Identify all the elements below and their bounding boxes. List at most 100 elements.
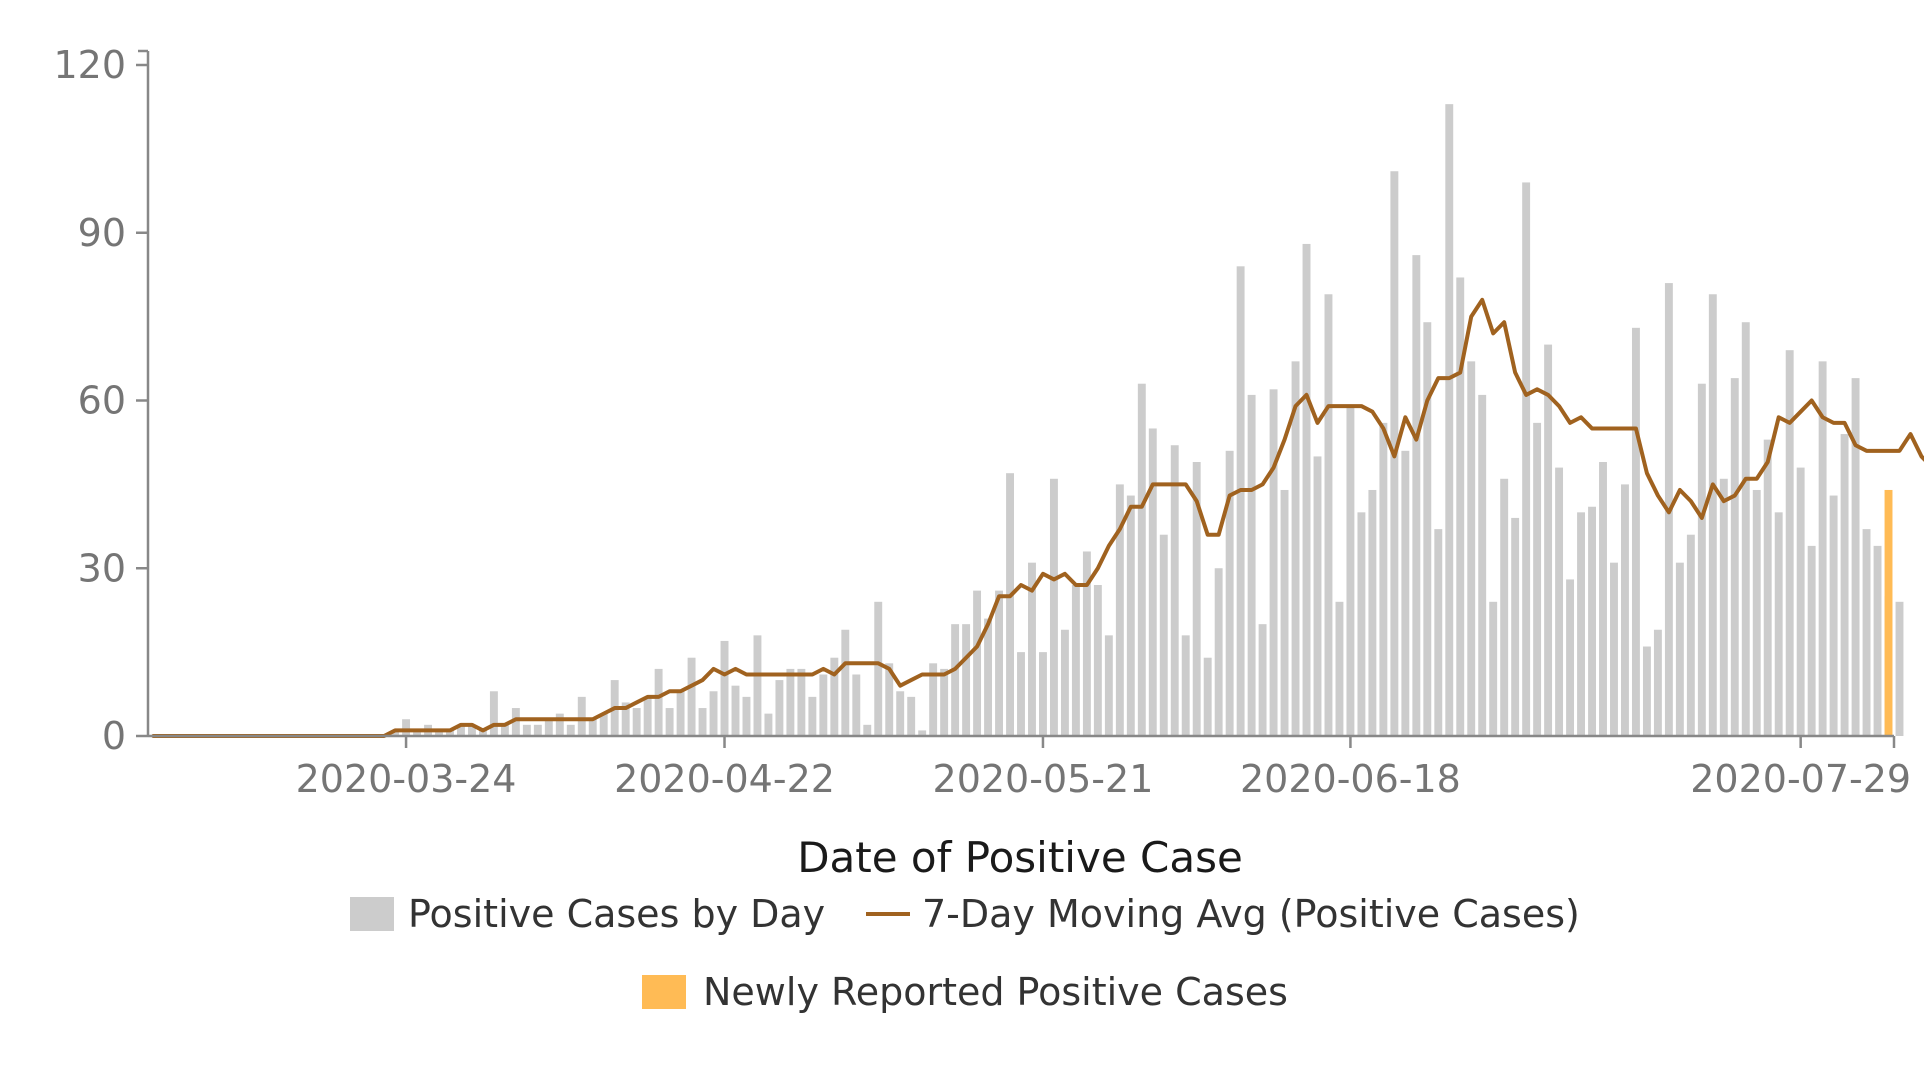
bar-daily-cases bbox=[577, 696, 586, 736]
y-tick-label: 0 bbox=[102, 714, 126, 758]
bar-daily-cases bbox=[918, 730, 927, 736]
bar-daily-cases bbox=[1028, 562, 1036, 736]
bar-daily-cases bbox=[413, 730, 421, 736]
bar-daily-cases bbox=[1170, 445, 1179, 736]
bar-daily-cases bbox=[1675, 562, 1684, 736]
bar-daily-cases bbox=[1346, 406, 1355, 736]
bar-daily-cases bbox=[1686, 534, 1695, 736]
bar-daily-cases bbox=[1137, 383, 1146, 736]
bar-daily-cases bbox=[522, 724, 531, 736]
bar-daily-cases bbox=[1093, 585, 1102, 736]
bar-daily-cases bbox=[1126, 495, 1135, 736]
bar-daily-cases bbox=[1401, 450, 1410, 736]
bar-daily-cases bbox=[830, 657, 839, 736]
y-tick-label: 60 bbox=[78, 379, 126, 423]
y-ticks: 0 30 60 90 120 bbox=[53, 43, 148, 758]
bar-daily-cases bbox=[687, 657, 696, 736]
bar-daily-cases bbox=[1148, 428, 1157, 736]
bar-daily-cases bbox=[1741, 322, 1750, 736]
bar-daily-cases bbox=[808, 696, 817, 736]
bar-daily-cases bbox=[632, 708, 641, 736]
bar-daily-cases bbox=[1159, 534, 1168, 736]
bar-daily-cases bbox=[995, 590, 1003, 736]
y-tick-label: 120 bbox=[53, 43, 126, 87]
bar-daily-cases bbox=[533, 724, 542, 736]
daily-cases-bars bbox=[391, 104, 1904, 737]
bar-daily-cases bbox=[435, 730, 443, 736]
y-tick-label: 90 bbox=[78, 211, 126, 255]
bar-daily-cases bbox=[643, 696, 652, 736]
bar-daily-cases bbox=[1291, 361, 1300, 736]
moving-average-layer bbox=[151, 297, 1924, 738]
bar-daily-cases bbox=[1060, 629, 1069, 736]
bar-daily-cases bbox=[896, 691, 905, 736]
bar-daily-cases bbox=[841, 629, 850, 736]
x-axis-title: Date of Positive Case bbox=[797, 833, 1243, 882]
bar-daily-cases bbox=[1313, 456, 1322, 736]
bar-daily-cases bbox=[1610, 562, 1618, 736]
bar-daily-cases bbox=[951, 624, 960, 736]
bar-daily-cases bbox=[676, 691, 685, 736]
bar-daily-cases bbox=[1785, 350, 1794, 736]
bar-daily-cases bbox=[1642, 646, 1651, 736]
bar-daily-cases bbox=[588, 719, 597, 736]
bar-daily-cases bbox=[457, 724, 465, 736]
legend-label-daily-cases: Positive Cases by Day bbox=[408, 892, 825, 936]
bar-daily-cases bbox=[1412, 255, 1421, 736]
bar-daily-cases bbox=[962, 624, 971, 736]
bar-newly-reported bbox=[1884, 489, 1893, 736]
bar-daily-cases bbox=[1115, 484, 1124, 737]
bar-daily-cases bbox=[1851, 378, 1860, 736]
axes bbox=[138, 49, 1896, 748]
bar-daily-cases bbox=[1039, 652, 1047, 737]
bar-daily-cases bbox=[446, 730, 454, 736]
bar-daily-cases bbox=[1104, 635, 1113, 736]
bar-daily-cases bbox=[1368, 489, 1377, 736]
bar-daily-cases bbox=[797, 668, 806, 736]
bar-daily-cases bbox=[1500, 478, 1509, 736]
bar-daily-cases bbox=[665, 708, 674, 736]
bar-daily-cases bbox=[1467, 361, 1476, 736]
x-tick-label: 2020-04-22 bbox=[614, 757, 835, 801]
x-ticks: 2020-03-24 2020-04-22 2020-05-21 2020-06-18… bbox=[296, 736, 1911, 801]
bar-daily-cases bbox=[1829, 495, 1838, 736]
bar-daily-cases bbox=[731, 685, 740, 736]
bar-daily-cases bbox=[907, 696, 916, 736]
y-tick-label: 30 bbox=[78, 546, 126, 590]
bar-daily-cases bbox=[1840, 434, 1849, 736]
bar-daily-cases bbox=[1511, 517, 1520, 736]
bar-daily-cases bbox=[500, 724, 509, 736]
bar-daily-cases bbox=[1862, 529, 1871, 736]
line-moving-average bbox=[151, 297, 1924, 738]
bar-daily-cases bbox=[1203, 657, 1212, 736]
bar-daily-cases bbox=[1653, 629, 1662, 736]
bar-daily-cases bbox=[1335, 601, 1344, 736]
bar-daily-cases bbox=[1478, 394, 1487, 736]
bar-daily-cases bbox=[764, 713, 773, 736]
bar-daily-cases bbox=[709, 691, 718, 736]
bar-daily-cases bbox=[1445, 104, 1454, 736]
bar-daily-cases bbox=[929, 663, 938, 736]
bar-daily-cases bbox=[698, 708, 707, 736]
bar-daily-cases bbox=[1588, 506, 1596, 736]
bar-daily-cases bbox=[544, 719, 553, 736]
legend-swatch-daily-cases bbox=[350, 897, 394, 931]
bar-daily-cases bbox=[1247, 394, 1256, 736]
bar-daily-cases bbox=[1533, 422, 1542, 736]
bar-daily-cases bbox=[1214, 568, 1223, 736]
bar-daily-cases bbox=[1379, 422, 1388, 736]
bar-daily-cases bbox=[1181, 635, 1190, 736]
bar-daily-cases bbox=[720, 640, 729, 736]
bar-daily-cases bbox=[885, 663, 894, 736]
bar-daily-cases bbox=[621, 702, 630, 736]
bar-daily-cases bbox=[1071, 585, 1080, 736]
bar-daily-cases bbox=[599, 713, 608, 736]
legend-swatch-newly-reported bbox=[642, 975, 686, 1009]
bar-daily-cases bbox=[863, 724, 872, 736]
bar-daily-cases bbox=[819, 674, 828, 736]
bar-daily-cases bbox=[874, 601, 883, 736]
bar-daily-cases bbox=[1577, 512, 1585, 736]
legend: Positive Cases by Day 7-Day Moving Avg (… bbox=[350, 892, 1580, 1014]
bar-daily-cases bbox=[1258, 624, 1267, 736]
